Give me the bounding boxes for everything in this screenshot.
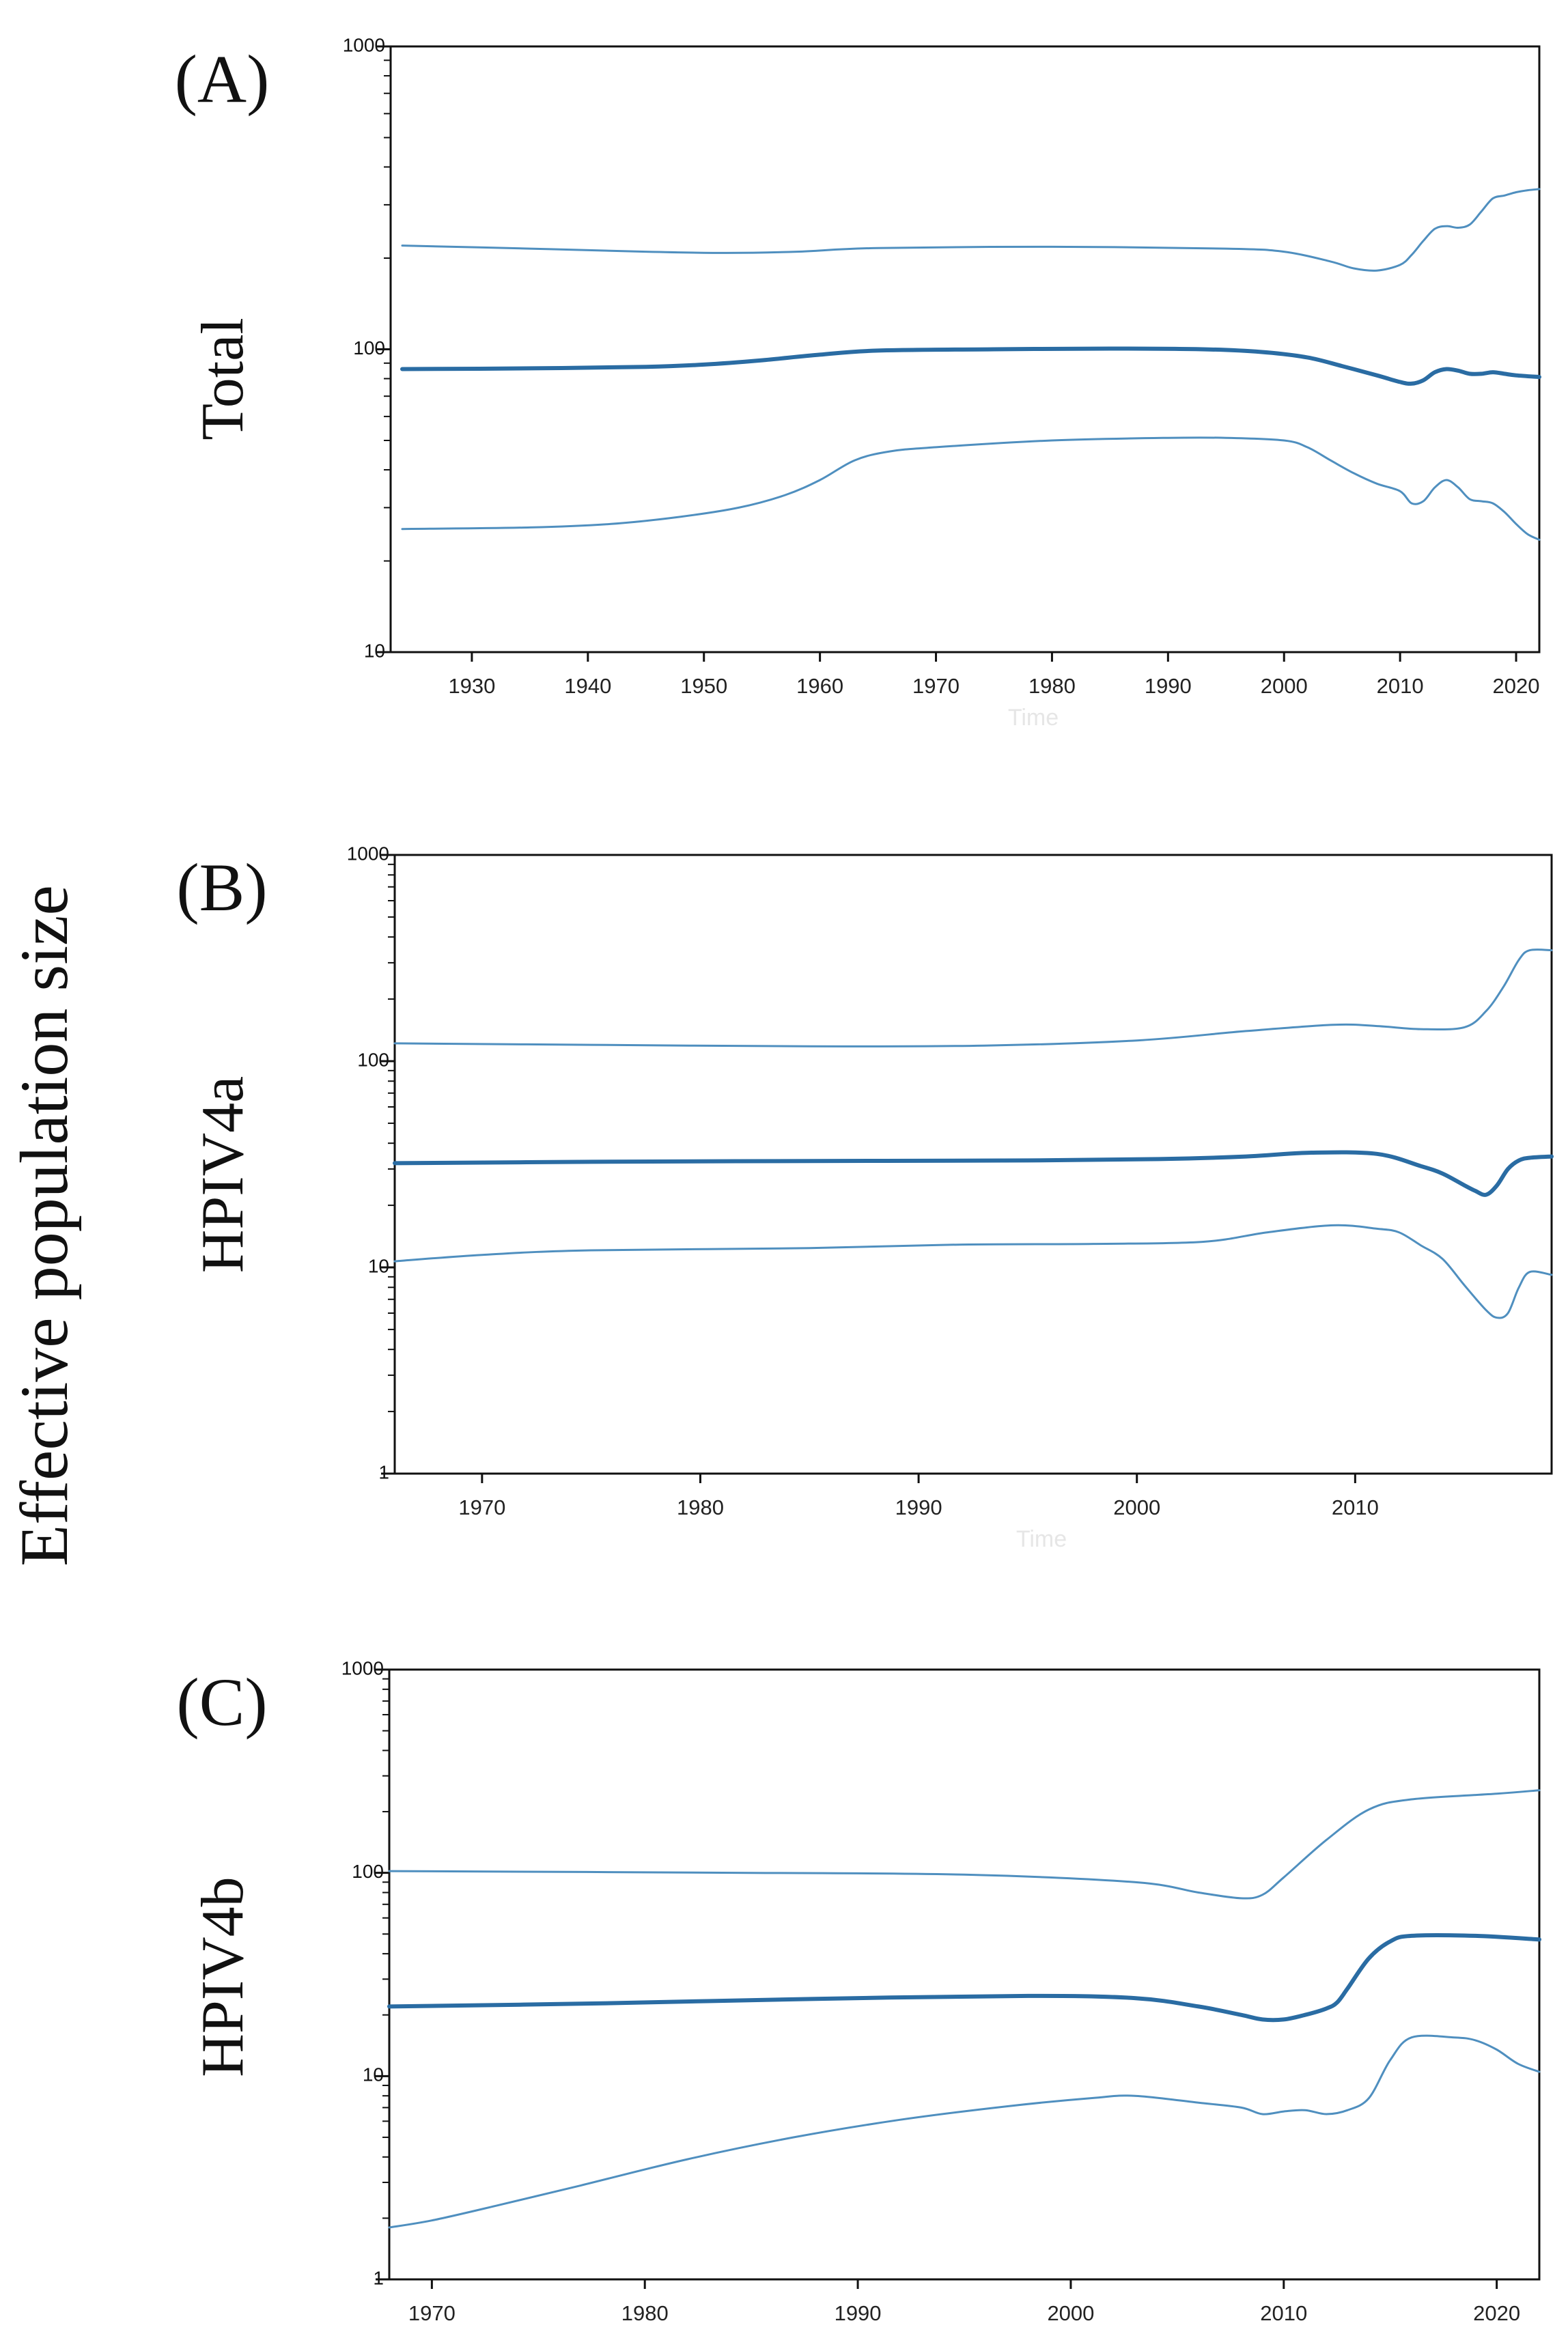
y-tick-label: 10 xyxy=(364,640,385,661)
row-label: Total xyxy=(190,318,256,440)
x-tick-label: 2020 xyxy=(1473,2301,1520,2325)
x-tick-label: 2010 xyxy=(1260,2301,1307,2325)
x-tick-label: 1990 xyxy=(1145,674,1192,698)
x-tick-label: 1970 xyxy=(458,1495,505,1519)
y-tick-label: 100 xyxy=(353,337,385,358)
x-tick-label: 1980 xyxy=(677,1495,724,1519)
y-tick-label: 100 xyxy=(352,1861,384,1882)
x-axis-label: Time xyxy=(1016,1526,1067,1552)
x-tick-label: 2000 xyxy=(1261,674,1308,698)
x-tick-label: 1950 xyxy=(680,674,727,698)
x-tick-label: 1960 xyxy=(796,674,843,698)
y-tick-label: 100 xyxy=(357,1049,389,1070)
x-tick-label: 1980 xyxy=(621,2301,669,2325)
series-line-median xyxy=(393,1150,1554,1197)
x-tick-label: 1990 xyxy=(835,2301,882,2325)
y-tick-label: 1000 xyxy=(341,1657,384,1678)
panel-label: (C) xyxy=(176,1664,267,1740)
y-tick-label: 1000 xyxy=(343,34,385,55)
row-label: HPIV4a xyxy=(190,1076,256,1273)
panel-2: (B) HPIV4a 1 10 100 1000 1970 1980 1990 2000 2010 T… xyxy=(176,843,1554,1552)
x-tick-label: 1980 xyxy=(1028,674,1076,698)
series-line-median xyxy=(400,346,1541,386)
x-tick-label: 1930 xyxy=(448,674,495,698)
y-tick-label: 1 xyxy=(378,1461,389,1482)
x-tick-label: 2010 xyxy=(1377,674,1424,698)
x-tick-label: 1940 xyxy=(564,674,611,698)
series-line-upper xyxy=(401,188,1541,272)
series-line-median xyxy=(387,1933,1541,2023)
x-tick-label: 1990 xyxy=(895,1495,942,1519)
panel-label: (B) xyxy=(176,849,267,925)
x-tick-label: 2020 xyxy=(1493,674,1540,698)
y-axis-title: Effective population size xyxy=(6,885,82,1566)
x-axis-label: Time xyxy=(1008,705,1059,731)
x-tick-label: 2000 xyxy=(1113,1495,1160,1519)
panels: (A) Total 10 100 1000 1930 1940 1950 1960 1970 198… xyxy=(175,34,1554,2325)
y-tick-label: 10 xyxy=(368,1255,389,1276)
series-line-lower xyxy=(388,2034,1541,2229)
plot-frame xyxy=(393,854,1553,1475)
series-line-lower xyxy=(401,436,1541,541)
panel-1: (A) Total 10 100 1000 1930 1940 1950 1960 1970 198… xyxy=(175,34,1541,731)
plot-frame xyxy=(388,1668,1541,2281)
y-tick-label: 10 xyxy=(363,2064,384,2085)
y-tick-label: 1000 xyxy=(347,843,389,864)
x-tick-label: 2000 xyxy=(1047,2301,1094,2325)
x-tick-label: 1970 xyxy=(408,2301,456,2325)
row-label: HPIV4b xyxy=(190,1876,256,2077)
series-line-lower xyxy=(393,1224,1553,1319)
x-tick-label: 2010 xyxy=(1332,1495,1379,1519)
panel-3: (C) HPIV4b 1 10 100 1000 1970 1980 1990 2000 2010 2… xyxy=(176,1657,1541,2325)
y-tick-label: 1 xyxy=(373,2267,384,2288)
series-line-upper xyxy=(393,948,1553,1048)
series-line-upper xyxy=(388,1789,1541,1900)
panel-label: (A) xyxy=(175,41,270,117)
x-tick-label: 1970 xyxy=(912,674,960,698)
